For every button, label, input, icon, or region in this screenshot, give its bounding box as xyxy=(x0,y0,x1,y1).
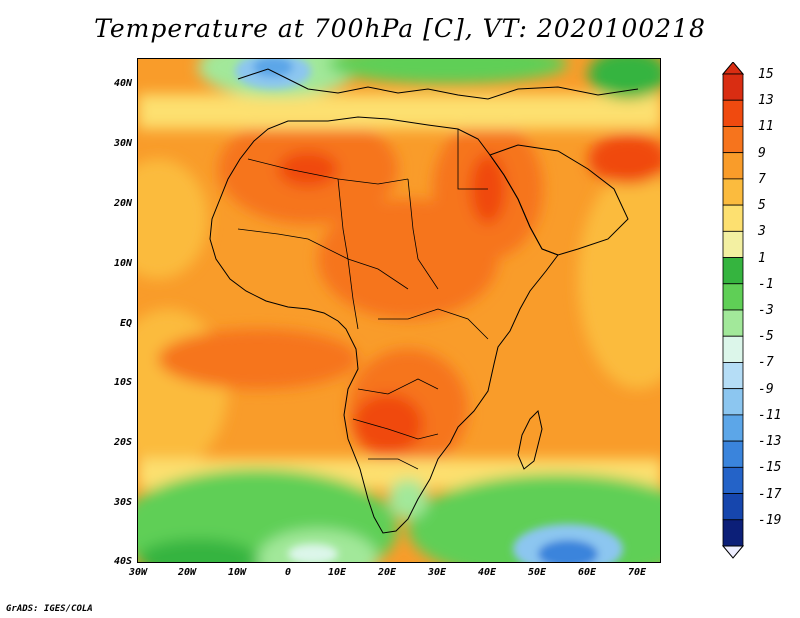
y-tick-30n: 30N xyxy=(113,138,132,149)
x-tick-30e: 30E xyxy=(427,567,447,578)
x-tick-30w: 30W xyxy=(128,567,148,578)
colorbar-segment xyxy=(722,335,744,363)
map-title: Temperature at 700hPa [C], VT: 202010021… xyxy=(94,14,706,43)
colorbar-segment xyxy=(722,493,744,521)
x-tick-20e: 20E xyxy=(377,567,397,578)
y-tick-eq: EQ xyxy=(119,318,132,329)
y-tick-20n: 20N xyxy=(113,198,132,209)
y-tick-40s: 40S xyxy=(113,556,132,567)
colorbar-label: -1 xyxy=(758,276,774,292)
colorbar-segment xyxy=(722,152,744,180)
colorbar-segment xyxy=(722,230,744,258)
colorbar-label: 3 xyxy=(758,224,766,240)
x-tick-0: 0 xyxy=(284,567,292,578)
credit-text: GrADS: IGES/COLA xyxy=(6,604,93,614)
colorbar-label: -7 xyxy=(758,355,774,371)
colorbar-label: -11 xyxy=(758,407,782,423)
colorbar-label: 7 xyxy=(758,171,766,187)
y-tick-30s: 30S xyxy=(113,497,132,508)
colorbar-segment xyxy=(722,204,744,232)
colorbar-segment xyxy=(722,99,744,127)
colorbar-label: -17 xyxy=(758,486,782,502)
y-tick-20s: 20S xyxy=(113,437,132,448)
colorbar-segment xyxy=(722,178,744,206)
colorbar-label: 1 xyxy=(758,250,766,266)
y-tick-40n: 40N xyxy=(113,78,132,89)
colorbar-segment xyxy=(722,414,744,442)
colorbar-top-arrow xyxy=(722,62,744,75)
colorbar xyxy=(722,62,744,559)
colorbar-segment xyxy=(722,519,744,547)
colorbar-label: 11 xyxy=(758,119,774,135)
colorbar-segment xyxy=(722,73,744,101)
colorbar-segment xyxy=(722,126,744,154)
colorbar-segment xyxy=(722,257,744,285)
x-tick-70e: 70E xyxy=(627,567,647,578)
x-tick-20w: 20W xyxy=(177,567,197,578)
colorbar-label: -15 xyxy=(758,460,782,476)
colorbar-label: 15 xyxy=(758,67,774,82)
colorbar-label: -3 xyxy=(758,303,774,318)
colorbar-label: -9 xyxy=(758,381,774,397)
colorbar-segment xyxy=(722,362,744,390)
colorbar-segment xyxy=(722,309,744,337)
colorbar-label: 13 xyxy=(758,93,774,109)
colorbar-segment xyxy=(722,388,744,416)
colorbar-bottom-arrow xyxy=(722,545,744,559)
temperature-map xyxy=(138,59,660,562)
colorbar-label: 9 xyxy=(758,145,766,161)
x-tick-10w: 10W xyxy=(227,567,247,578)
x-tick-40e: 40E xyxy=(477,567,497,578)
x-tick-50e: 50E xyxy=(527,567,547,578)
colorbar-label: -5 xyxy=(758,329,774,345)
colorbar-label: -19 xyxy=(758,512,782,528)
x-tick-60e: 60E xyxy=(577,567,597,578)
colorbar-segment xyxy=(722,440,744,468)
y-tick-10s: 10S xyxy=(113,377,132,388)
map-area xyxy=(137,58,661,563)
colorbar-label: -13 xyxy=(758,434,782,450)
colorbar-segment xyxy=(722,283,744,311)
colorbar-label: 5 xyxy=(758,198,766,214)
y-tick-10n: 10N xyxy=(113,258,132,269)
colorbar-segment xyxy=(722,466,744,494)
x-tick-10e: 10E xyxy=(327,567,347,578)
